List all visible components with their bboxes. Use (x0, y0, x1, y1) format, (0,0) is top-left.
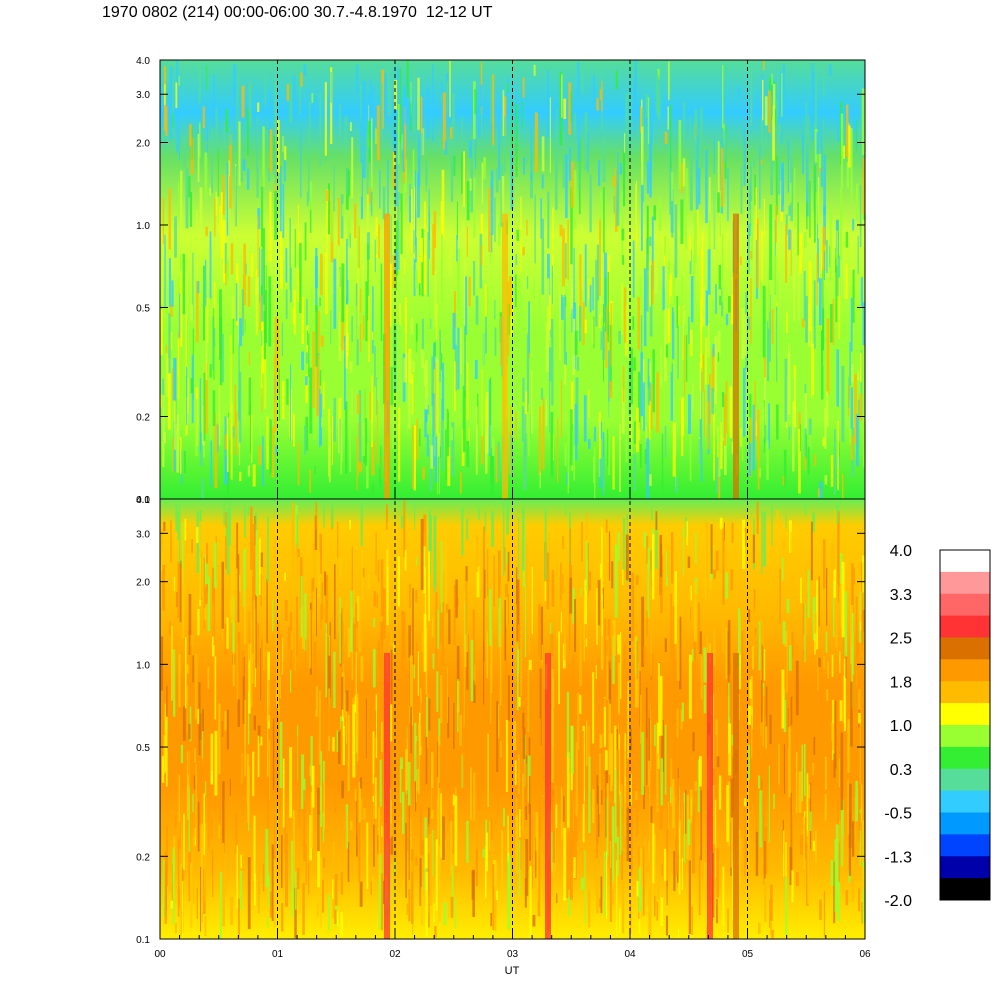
colorbar-swatch (940, 571, 990, 595)
colorbar: 4.0 3.3 2.5 1.8 1.0 0.3 -0.5 -1.3 -2.0 (884, 543, 991, 910)
x-tick-label: 06 (859, 949, 871, 960)
colorbar-swatch (940, 615, 990, 638)
colorbar-swatch (940, 856, 990, 879)
x-tick-label: 02 (389, 949, 401, 960)
chart-title: 1970 0802 (214) 00:00-06:00 30.7.-4.8.19… (102, 4, 493, 21)
y-tick-label: 3.0 (136, 529, 150, 540)
y-axes: 0.10.20.51.02.03.04.00.10.20.51.02.03.04… (136, 56, 865, 946)
y-tick-label: 1.0 (136, 660, 150, 671)
colorbar-label: 1.8 (890, 674, 912, 691)
colorbar-swatch (940, 659, 990, 682)
colorbar-label: -0.5 (884, 806, 912, 823)
upper-streaks (160, 60, 866, 499)
colorbar-swatch (940, 703, 990, 726)
lower-streaks (160, 499, 866, 939)
x-tick-label: 05 (742, 949, 754, 960)
colorbar-label: -1.3 (884, 849, 912, 866)
colorbar-swatch (940, 834, 990, 857)
x-tick-label: 04 (624, 949, 636, 960)
y-tick-label: 0.2 (136, 852, 150, 863)
colorbar-swatch (940, 878, 990, 901)
y-tick-label: 2.0 (136, 578, 150, 589)
colorbar-label: 1.0 (890, 718, 912, 735)
colorbar-swatch (940, 550, 990, 573)
colorbar-swatch (940, 725, 990, 748)
y-tick-label: 4.0 (136, 495, 150, 506)
y-tick-label: 0.1 (136, 935, 150, 946)
y-tick-label: 0.2 (136, 413, 150, 424)
y-tick-label: 1.0 (136, 221, 150, 232)
y-tick-label: 3.0 (136, 90, 150, 101)
colorbar-swatch (940, 790, 990, 813)
colorbar-swatch (940, 681, 990, 704)
x-axis: UT 00 01 02 03 04 05 06 (154, 491, 871, 977)
colorbar-label: 0.3 (890, 762, 912, 779)
colorbar-label: 2.5 (890, 631, 912, 648)
y-tick-label: 0.5 (136, 303, 150, 314)
y-tick-label: 0.1 (136, 495, 150, 506)
colorbar-swatch (940, 637, 990, 660)
colorbar-swatch (940, 768, 990, 792)
x-tick-label: 00 (154, 949, 166, 960)
y-tick-label: 2.0 (136, 138, 150, 149)
colorbar-label: -2.0 (884, 893, 912, 910)
colorbar-swatch (940, 746, 990, 770)
x-tick-label: 03 (507, 949, 519, 960)
colorbar-swatch (940, 812, 990, 835)
colorbar-label: 3.3 (890, 587, 912, 604)
y-tick-label: 4.0 (136, 56, 150, 67)
x-tick-label: 01 (272, 949, 284, 960)
x-axis-label: UT (505, 965, 520, 977)
colorbar-label: 4.0 (890, 543, 912, 560)
y-tick-label: 0.5 (136, 743, 150, 754)
colorbar-swatch (940, 593, 990, 617)
